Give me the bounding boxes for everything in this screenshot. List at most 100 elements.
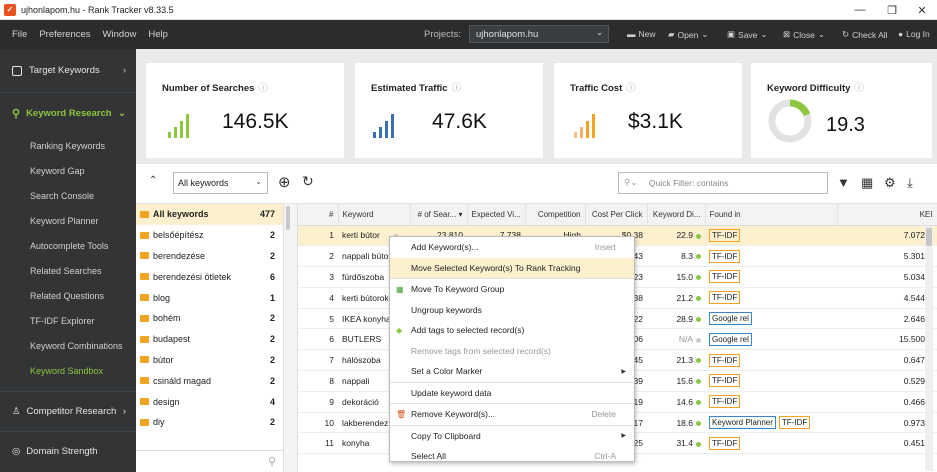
context-menu-item[interactable]: Add Keyword(s)... Insert (390, 237, 634, 258)
maximize-button[interactable]: ❐ (887, 4, 897, 17)
sidebar-item-ranking-keywords[interactable]: Ranking Keywords (30, 140, 106, 151)
column-header[interactable]: Cost Per Click (585, 204, 648, 226)
group-item[interactable]: berendezési ötletek 6 (136, 266, 283, 287)
columns-icon[interactable]: ▦ (861, 175, 874, 190)
group-item[interactable]: design 4 (136, 391, 283, 412)
column-header[interactable]: # of Sear... ▾ (410, 204, 468, 226)
gauge-icon: ◎ (12, 446, 21, 457)
group-count: 2 (269, 334, 275, 345)
collapse-icon[interactable]: ⌃ (149, 175, 158, 186)
sidebar-item-search-console[interactable]: Search Console (30, 190, 95, 201)
sidebar-item-keyword-combinations[interactable]: Keyword Combinations (30, 340, 123, 351)
context-menu-item[interactable]: Select All Ctrl-A (390, 446, 634, 467)
scrollbar-thumb[interactable] (926, 228, 932, 246)
filter-icon[interactable]: ▼ (837, 175, 850, 190)
context-menu-item[interactable]: ◆ Add tags to selected record(s) (390, 320, 634, 341)
close-project-button-label: Close (793, 29, 815, 40)
folder-icon (140, 377, 149, 385)
refresh-icon[interactable]: ↻ (302, 173, 314, 189)
group-name: bútor (153, 354, 174, 365)
sidebar-item-tfidf-explorer[interactable]: TF-IDF Explorer (30, 315, 95, 326)
sidebar-item-target-keywords[interactable]: Target Keywords › (0, 49, 136, 93)
status-dot (696, 400, 701, 406)
orange-bars-icon (574, 114, 600, 138)
status-dot (696, 316, 701, 322)
column-header[interactable]: KEI (837, 204, 937, 226)
splitter-handle[interactable] (284, 204, 298, 472)
check-all-button[interactable]: ↻ Check All (842, 29, 888, 40)
export-icon[interactable]: ⤓ (907, 175, 913, 190)
add-group-icon[interactable]: ⊕ (278, 174, 291, 191)
column-header[interactable]: Keyword Di... (647, 204, 706, 226)
group-item[interactable]: berendezése 2 (136, 246, 283, 267)
status-dot (696, 254, 701, 260)
minimize-button[interactable]: — (854, 4, 866, 16)
group-item[interactable]: budapest 2 (136, 329, 283, 350)
sidebar-item-competitor-research[interactable]: ♙ Competitor Research › (0, 391, 136, 431)
group-item[interactable]: blog 1 (136, 287, 283, 308)
sidebar-item-autocomplete-tools[interactable]: Autocomplete Tools (30, 240, 109, 251)
chart-icon (12, 65, 22, 76)
group-item[interactable]: bútor 2 (136, 350, 283, 371)
save-button[interactable]: ▣ Save ⌄ (727, 29, 768, 40)
keyword-filter-value: All keywords (178, 178, 229, 188)
close-project-button[interactable]: ⊠ Close ⌄ (783, 29, 825, 40)
context-menu-item[interactable]: Copy To Clipboard ▶ (390, 426, 634, 447)
group-item[interactable]: All keywords 477 (136, 204, 283, 225)
help-icon: ⓘ (451, 83, 462, 94)
group-search-input[interactable]: ⚲ (136, 450, 284, 472)
gear-icon[interactable]: ⚙ (884, 175, 896, 190)
new-button[interactable]: ▬ New (627, 29, 656, 39)
sidebar-item-keyword-gap[interactable]: Keyword Gap (30, 165, 85, 176)
menu-preferences[interactable]: Preferences (39, 29, 91, 40)
keyword-filter-select[interactable]: All keywords ⌄ (173, 172, 268, 194)
sidebar-item-keyword-planner[interactable]: Keyword Planner (30, 215, 99, 226)
group-name: berendezése (153, 250, 206, 261)
search-icon: ⚲ (12, 107, 21, 120)
column-header[interactable]: Competition (525, 204, 586, 226)
found-in-cell: TF-IDF (705, 225, 837, 247)
menu-item-label: Set a Color Marker (411, 366, 483, 377)
sidebar-item-domain-strength[interactable]: ◎ Domain Strength (0, 431, 136, 471)
context-menu-item[interactable]: Update keyword data (390, 383, 634, 404)
search-icon: ⚲⌄ (624, 177, 638, 187)
source-tag: Keyword Planner (709, 416, 776, 430)
group-count: 2 (269, 375, 275, 386)
context-menu-item[interactable]: Ungroup keywords (390, 300, 634, 321)
groups-scrollbar[interactable] (286, 206, 290, 230)
column-header[interactable]: Expected Vi... (467, 204, 526, 226)
menu-file[interactable]: File (12, 29, 28, 40)
sidebar-item-related-questions[interactable]: Related Questions (30, 290, 105, 301)
context-menu-item[interactable]: Move Selected Keyword(s) To Rank Trackin… (390, 257, 634, 278)
menu-help[interactable]: Help (148, 29, 168, 40)
group-item[interactable]: diy 2 (136, 412, 283, 433)
status-dot (696, 379, 701, 385)
source-tag: TF-IDF (709, 228, 741, 242)
column-header[interactable]: Found in (705, 204, 838, 226)
folder-icon (140, 335, 149, 343)
group-item[interactable]: csináld magad 2 (136, 370, 283, 391)
quick-filter-input[interactable]: ⚲⌄ Quick Filter: contains (618, 172, 828, 194)
column-header[interactable]: # (298, 204, 339, 226)
open-button[interactable]: ▰ Open ⌄ (668, 29, 708, 40)
sidebar-item-keyword-sandbox[interactable]: Keyword Sandbox (30, 365, 104, 376)
close-window-button[interactable]: ✕ (917, 4, 927, 17)
card-traffic-cost: Traffic Cost ⓘ $3.1K (554, 63, 742, 158)
context-menu-item[interactable]: 🗑 Remove Keyword(s)... Delete (390, 404, 634, 425)
context-menu-item[interactable]: ▦ Move To Keyword Group (390, 279, 634, 300)
sidebar-item-related-searches[interactable]: Related Searches (30, 265, 102, 276)
context-menu-item[interactable]: Set a Color Marker ▶ (390, 361, 634, 382)
blue-bars-icon (373, 114, 399, 138)
sidebar-item-keyword-research[interactable]: ⚲ Keyword Research ⌄ (0, 93, 136, 133)
group-item[interactable]: belsőépítész 2 (136, 225, 283, 246)
project-select-value: ujhonlapom.hu (476, 29, 539, 40)
group-item[interactable]: bohém 2 (136, 308, 283, 329)
login-button[interactable]: ● Log In (898, 29, 930, 39)
project-select[interactable]: ujhonlapom.hu ⌄ (469, 25, 609, 43)
source-tag: TF-IDF (709, 249, 741, 263)
menu-window[interactable]: Window (102, 29, 137, 40)
folder-icon (140, 231, 149, 239)
found-in-cell: TF-IDF (705, 432, 837, 455)
column-header[interactable]: Keyword (338, 204, 411, 226)
table-scrollbar[interactable] (925, 226, 933, 471)
